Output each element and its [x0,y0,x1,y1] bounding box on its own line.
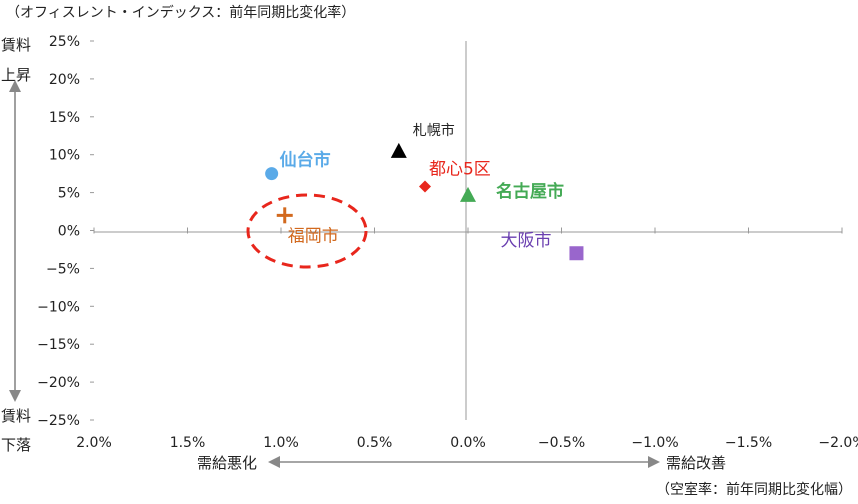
y-top-label-1: 賃料 [1,36,31,54]
y-unit-label: （オフィスレント・インデックス：前年同期比変化率） [6,4,355,21]
y-tick-label: −15% [37,337,80,353]
y-tick-label: −25% [37,413,80,429]
data-point-5 [569,246,584,261]
data-point-2 [418,180,431,193]
y-tick-label: −5% [46,261,80,277]
x-tick-label: 1.5% [170,435,206,451]
point-label-1: 札幌市 [413,122,455,139]
y-tick-label: 15% [49,110,80,126]
y-tick-label: 10% [49,148,80,164]
data-point-4 [276,207,293,224]
x-unit-label: （空室率：前年同期比変化幅） [656,481,852,498]
x-tick-label: 0.5% [357,435,393,451]
x-tick-label: 1.0% [263,435,299,451]
x-tick-label: −1.5% [725,435,772,451]
data-point-1 [390,142,407,158]
x-tick-label: 2.0% [76,435,112,451]
y-bottom-label-2: 下落 [1,436,31,454]
y-tick-label: 5% [58,186,80,202]
vertical-direction-arrow [9,80,21,402]
y-tick-label: −10% [37,299,80,315]
y-tick-label: 25% [49,34,80,50]
fukuoka-highlight-ellipse [246,193,368,269]
y-tick-label: 0% [58,224,80,240]
point-label-5: 大阪市 [500,231,551,251]
data-point-0 [265,167,279,181]
horizontal-direction-arrow [268,456,660,468]
x-left-label: 需給悪化 [197,454,257,472]
x-tick-label: 0.0% [450,435,486,451]
point-label-0: 仙台市 [280,150,331,171]
data-point-3 [460,186,476,202]
point-label-3: 名古屋市 [496,181,564,202]
x-tick-label: −2.0% [818,435,858,451]
point-label-4: 福岡市 [288,226,339,246]
point-label-2: 都心5区 [429,160,491,180]
x-right-label: 需給改善 [666,454,726,472]
y-tick-label: 20% [49,72,80,88]
y-top-label-2: 上昇 [1,66,31,84]
x-tick-label: −0.5% [538,435,585,451]
y-bottom-label-1: 賃料 [1,407,31,425]
x-tick-label: −1.0% [631,435,678,451]
y-tick-label: −20% [37,375,80,391]
